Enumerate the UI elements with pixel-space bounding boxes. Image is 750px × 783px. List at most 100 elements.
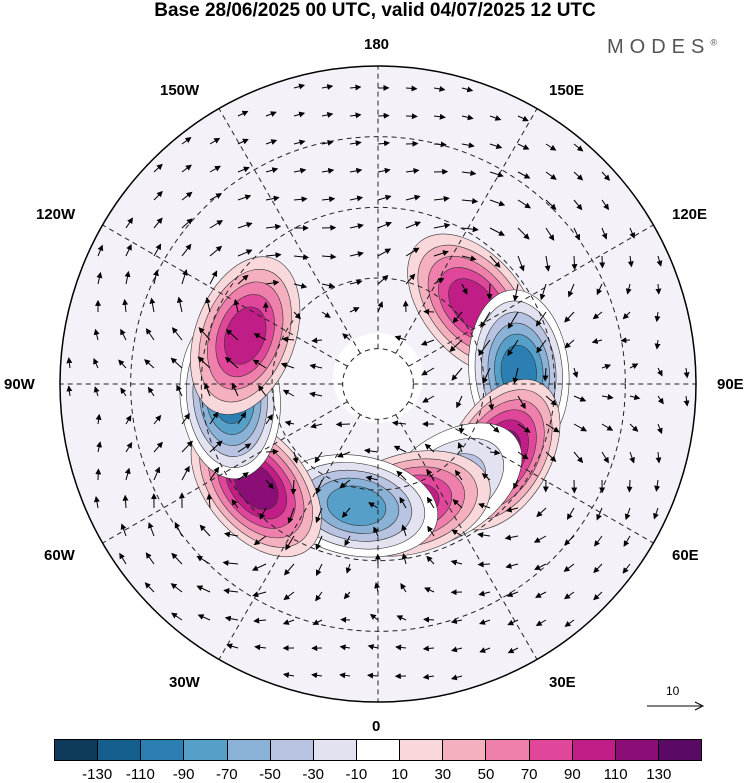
positive-anomaly	[190, 256, 301, 415]
wind-arrow	[657, 367, 663, 377]
wind-arrow	[233, 298, 240, 313]
wind-arrow	[144, 359, 155, 369]
wind-arrow	[237, 411, 247, 425]
graticule	[60, 66, 696, 702]
wind-arrow	[545, 395, 558, 406]
wind-arrow	[170, 357, 183, 369]
wind-arrow	[564, 311, 575, 323]
wind-arrow	[564, 535, 575, 546]
wind-arrow	[564, 339, 575, 349]
colorbar-segment	[572, 740, 616, 760]
wind-arrow	[251, 563, 267, 571]
wind-arrow	[315, 479, 323, 495]
wind-arrow	[506, 591, 519, 598]
wind-arrow	[507, 311, 519, 329]
wind-arrow	[517, 171, 531, 179]
map-disc	[60, 66, 696, 702]
reference-vector-label: 10	[666, 684, 680, 698]
colorbar-segment	[615, 740, 659, 760]
wind-arrow	[311, 337, 323, 344]
wind-arrow	[321, 282, 335, 289]
wind-arrow	[125, 217, 133, 229]
colorbar	[54, 739, 702, 761]
wind-arrow	[573, 451, 584, 464]
wind-arrow	[452, 499, 463, 509]
lon-label-0: 0	[372, 718, 381, 735]
wind-arrow	[176, 296, 183, 313]
wind-arrow	[596, 283, 603, 296]
wind-arrow	[544, 255, 551, 272]
wind-arrow	[573, 171, 584, 181]
wind-arrow	[349, 84, 362, 91]
wind-arrow	[655, 283, 662, 295]
colorbar-segment	[486, 740, 530, 760]
wind-arrow	[265, 139, 278, 145]
wind-arrow	[374, 582, 381, 593]
wind-arrow	[153, 441, 163, 453]
anomaly-contour	[223, 306, 267, 365]
wind-arrow	[171, 327, 183, 341]
meridian-line	[102, 224, 348, 367]
wind-arrow	[433, 222, 451, 229]
wind-arrow	[153, 414, 162, 425]
wind-arrow	[97, 244, 104, 257]
colorbar-tick-label: -10	[345, 766, 368, 783]
wind-arrow	[252, 359, 267, 369]
wind-arrow	[209, 137, 221, 145]
wind-arrow	[310, 422, 323, 429]
wind-arrow	[321, 111, 334, 118]
lon-label-30w: 30W	[169, 674, 200, 691]
wind-arrow	[394, 335, 407, 342]
wind-arrow	[148, 522, 155, 537]
wind-arrow	[517, 115, 529, 122]
wind-arrow	[423, 616, 435, 623]
wind-arrow	[450, 559, 463, 566]
wind-arrow	[237, 222, 253, 229]
wind-arrow	[625, 283, 632, 295]
wind-arrow	[176, 384, 183, 397]
wind-arrow	[339, 672, 351, 679]
colorbar-tick-label: 90	[564, 766, 581, 783]
wind-arrow	[153, 217, 163, 229]
wind-arrow	[424, 443, 435, 453]
wind-arrow	[627, 255, 634, 268]
latitude-circle	[200, 206, 556, 562]
wind-arrow	[433, 113, 446, 120]
wind-arrow	[349, 223, 364, 230]
colorbar-segment	[313, 740, 357, 760]
lon-label-60e: 60E	[672, 547, 699, 564]
wind-arrow	[512, 283, 519, 302]
wind-arrow	[197, 614, 211, 621]
lon-label-150w: 150W	[160, 82, 200, 99]
wind-arrow	[316, 563, 323, 577]
wind-arrow	[433, 277, 445, 285]
wind-arrow	[573, 143, 584, 152]
wind-arrow	[505, 506, 519, 513]
wind-arrow	[119, 552, 127, 565]
wind-arrow	[396, 470, 407, 481]
wind-arrow	[624, 507, 631, 521]
wind-arrow	[181, 137, 192, 145]
colorbar-segment	[658, 740, 702, 760]
wind-arrow	[283, 591, 295, 601]
wind-arrow	[309, 363, 323, 370]
wind-arrow	[149, 297, 156, 313]
wind-arrow	[450, 618, 463, 625]
wind-arrow	[426, 469, 435, 481]
wind-arrow	[396, 615, 407, 621]
anomaly-blobs	[179, 233, 570, 558]
wind-arrow	[253, 535, 267, 546]
wind-arrow	[489, 143, 503, 149]
wind-arrow	[309, 391, 323, 398]
wind-arrow	[224, 356, 239, 369]
wind-arrow	[237, 138, 249, 145]
wind-arrow	[655, 451, 662, 464]
wind-vectors	[66, 83, 690, 681]
wind-arrow	[461, 283, 468, 295]
wind-arrow	[564, 619, 575, 627]
wind-arrow	[343, 591, 351, 600]
wind-arrow	[93, 496, 100, 509]
wind-arrow	[461, 142, 475, 149]
wind-arrow	[683, 395, 690, 407]
